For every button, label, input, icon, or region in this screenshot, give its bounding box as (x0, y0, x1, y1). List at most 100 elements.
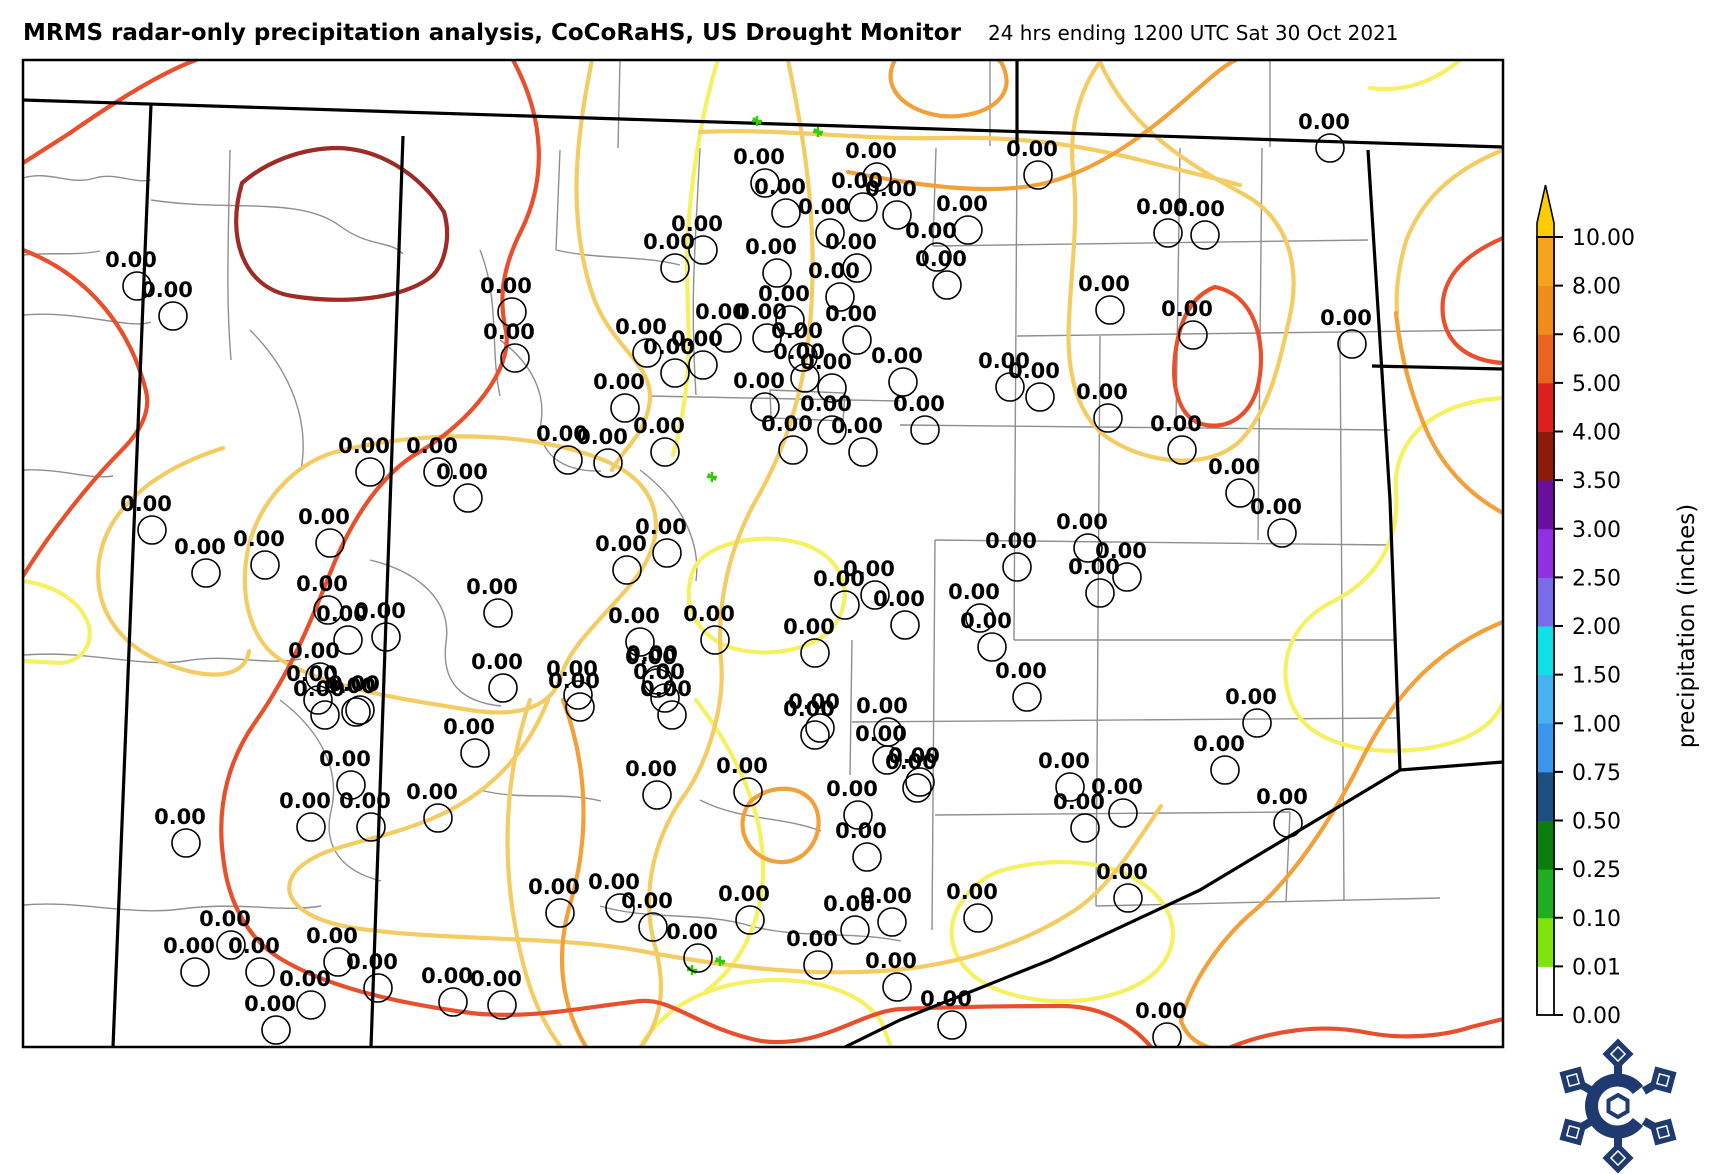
county-line (249, 329, 304, 471)
station-marker (830, 590, 860, 620)
station-value-label: 0.00 (595, 532, 647, 556)
station-marker (497, 297, 527, 327)
station-value-label: 0.00 (800, 350, 852, 374)
green-station-marker (715, 956, 725, 966)
colorbar-tick-label: 3.50 (1572, 469, 1621, 494)
station-marker (862, 162, 892, 192)
colorbar-segment (1537, 431, 1554, 481)
station-value-label: 0.00 (885, 750, 937, 774)
station-value-label: 0.00 (800, 392, 852, 416)
station-marker (817, 415, 847, 445)
drought-contour-d3 (23, 247, 150, 579)
station-value-label: 0.00 (233, 527, 285, 551)
drought-contour-d3 (23, 60, 199, 166)
station-marker (1167, 435, 1197, 465)
station-value-label: 0.00 (771, 319, 823, 343)
county-line (1013, 147, 1018, 641)
station-value-label: 0.00 (905, 219, 957, 243)
station-value-label: 0.00 (625, 757, 677, 781)
station-value-label: 0.00 (466, 575, 518, 599)
station-value-label: 0.00 (548, 669, 600, 693)
station-value-label: 0.00 (865, 177, 917, 201)
colorbar-segment (1537, 626, 1554, 676)
station-marker (137, 515, 167, 545)
station-marker (803, 950, 833, 980)
colorbar-tick-label: 3.00 (1572, 518, 1621, 543)
station-value-label: 0.00 (788, 690, 840, 714)
snowflake-arm-tip (1649, 1066, 1677, 1094)
station-value-label: 0.00 (338, 434, 390, 458)
station-value-label: 0.00 (346, 950, 398, 974)
station-marker (650, 683, 680, 713)
station-marker (643, 665, 673, 695)
county-line (934, 811, 1291, 816)
station-value-label: 0.00 (546, 657, 598, 681)
station-value-label: 0.00 (1095, 539, 1147, 563)
drought-contour-d1 (638, 60, 815, 1047)
county-line (1175, 147, 1181, 426)
colorbar-tick-label: 0.25 (1572, 858, 1621, 883)
station-marker (500, 343, 530, 373)
drought-contour-d0 (637, 978, 894, 1047)
colorbar-tick-label: 5.00 (1572, 372, 1621, 397)
station-value-label: 0.00 (855, 722, 907, 746)
colorbar-tick-label: 4.00 (1572, 421, 1621, 446)
drought-contour-d0 (23, 578, 92, 666)
station-value-label: 0.00 (436, 460, 488, 484)
station-marker (688, 350, 718, 380)
station-value-label: 0.00 (625, 645, 677, 669)
county-line (499, 339, 602, 472)
green-station-marker (813, 127, 823, 137)
station-marker (171, 828, 201, 858)
station-marker (1113, 883, 1143, 913)
station-value-label: 0.00 (873, 587, 925, 611)
station-marker (1073, 533, 1103, 563)
station-marker (1273, 808, 1303, 838)
colorbar-tick-label: 0.50 (1572, 810, 1621, 835)
station-value-label: 0.00 (471, 650, 523, 674)
station-value-label: 0.00 (978, 349, 1030, 373)
drought-contour-d0 (949, 859, 1175, 1004)
colorbar-tick-label: 0.75 (1572, 761, 1621, 786)
state-border-line (1399, 760, 1503, 772)
colorbar-segment (1537, 528, 1554, 578)
station-value-label: 0.00 (843, 557, 895, 581)
station-marker (625, 627, 655, 657)
station-value-label: 0.00 (671, 212, 723, 236)
county-line (1285, 811, 1291, 903)
station-marker (843, 800, 873, 830)
station-marker (453, 483, 483, 513)
page-title: MRMS radar-only precipitation analysis, … (23, 20, 962, 46)
station-marker (296, 990, 326, 1020)
station-value-label: 0.00 (995, 659, 1047, 683)
station-value-label: 0.00 (528, 875, 580, 899)
station-marker (191, 558, 221, 588)
station-value-label: 0.00 (328, 672, 380, 696)
station-value-label: 0.00 (716, 754, 768, 778)
station-value-label: 0.00 (1161, 297, 1213, 321)
station-value-label: 0.00 (825, 230, 877, 254)
county-line (699, 799, 822, 832)
station-marker (1225, 478, 1255, 508)
station-value-label: 0.00 (480, 274, 532, 298)
county-line (849, 639, 853, 776)
colorbar-segment (1537, 577, 1554, 627)
drought-contour-d3 (1228, 1016, 1503, 1047)
county-line (931, 539, 936, 931)
station-value-label: 0.00 (163, 934, 215, 958)
station-value-label: 0.00 (786, 927, 838, 951)
county-line (555, 249, 681, 266)
station-value-label: 0.00 (920, 987, 972, 1011)
station-marker (1070, 813, 1100, 843)
station-marker (700, 625, 730, 655)
drought-contour-d2 (740, 786, 821, 865)
station-marker (593, 448, 623, 478)
state-border-line (111, 103, 153, 1047)
station-value-label: 0.00 (279, 967, 331, 991)
station-marker (323, 947, 353, 977)
station-marker (1085, 578, 1115, 608)
station-value-label: 0.00 (1256, 785, 1308, 809)
station-value-label: 0.00 (120, 492, 172, 516)
station-marker (778, 435, 808, 465)
county-line (692, 147, 701, 396)
